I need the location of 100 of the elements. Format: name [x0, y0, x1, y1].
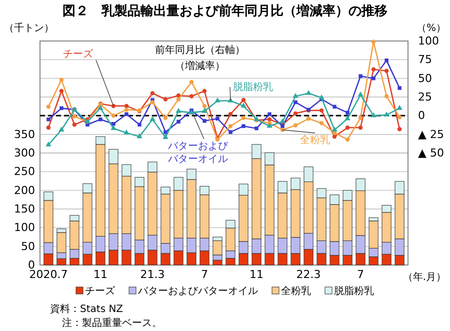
point: [396, 104, 402, 110]
point: [240, 102, 246, 108]
point: [46, 126, 51, 130]
point: [163, 97, 168, 102]
text: 注：製品重量ベース。: [62, 317, 162, 329]
y-tick-label: 350: [14, 128, 35, 141]
y-tick-label: 250: [14, 165, 35, 178]
point: [266, 122, 272, 128]
y-tick-label: 150: [14, 202, 35, 216]
y2-tick-label: ▲ 25: [418, 128, 444, 141]
point: [318, 94, 324, 100]
point: [384, 68, 389, 73]
x-tick-label: 7: [357, 268, 364, 281]
point: [216, 116, 220, 121]
point: [332, 104, 336, 109]
point: [280, 118, 286, 124]
point: [112, 122, 116, 126]
point: [397, 115, 402, 120]
point: [371, 40, 376, 44]
point: [150, 91, 155, 96]
point: [345, 126, 350, 130]
point: [46, 118, 50, 122]
point: [189, 94, 194, 98]
point: [345, 137, 350, 142]
point: [319, 108, 324, 113]
point: [319, 121, 324, 126]
point: [384, 112, 390, 117]
point: [59, 88, 64, 94]
legend-label: チーズ: [85, 285, 116, 297]
point: [241, 116, 246, 120]
point: [228, 112, 233, 116]
point: [98, 118, 102, 122]
point: [358, 126, 363, 130]
point: [202, 88, 207, 94]
point: [306, 116, 311, 121]
point: [293, 111, 298, 116]
point: [242, 124, 246, 128]
point: [228, 130, 232, 134]
y2-axis-title: （%）: [416, 23, 446, 34]
point: [164, 130, 168, 134]
y2-tick-label: ▲ 50: [418, 146, 444, 160]
point: [176, 120, 180, 124]
annotation: （増減率）: [175, 60, 225, 72]
y2-tick-label: 100: [418, 34, 439, 48]
point: [110, 125, 116, 130]
legend-label: 脱脂粉乳: [334, 285, 374, 297]
point: [214, 97, 220, 102]
point: [98, 104, 104, 110]
y2-tick-label: 50: [418, 72, 432, 85]
y-axis-title: （千トン）: [4, 22, 54, 34]
point: [58, 126, 64, 132]
point: [111, 114, 116, 118]
y-tick-label: 200: [14, 184, 35, 197]
point: [138, 122, 142, 126]
point: [292, 92, 298, 98]
x-tick-label: 11: [250, 268, 264, 281]
y-tick-label: 300: [14, 146, 35, 160]
point: [254, 126, 258, 130]
point: [136, 133, 142, 138]
y2-tick-label: 75: [418, 53, 432, 66]
annotation: 前年同月比（右軸）: [155, 44, 245, 56]
text: チーズ: [63, 48, 94, 60]
point: [189, 80, 194, 84]
point: [202, 119, 206, 123]
point: [332, 126, 338, 132]
point: [294, 100, 298, 104]
point: [344, 115, 350, 120]
y-tick-label: 100: [14, 221, 35, 234]
point: [72, 114, 77, 119]
point: [228, 124, 233, 128]
point: [59, 78, 64, 82]
point: [150, 116, 156, 122]
point: [358, 74, 362, 78]
point: [176, 108, 182, 113]
legend-label: バターおよびバターオイル: [137, 286, 258, 297]
x-tick-label: 22.3: [296, 268, 321, 281]
point: [150, 100, 155, 104]
point: [124, 108, 129, 112]
point: [398, 86, 402, 90]
point: [397, 127, 402, 132]
y2-tick-label: 25: [418, 90, 432, 104]
point: [358, 91, 364, 96]
x-tick-label: 11: [93, 268, 108, 281]
series-label: バターおよびバターオイル: [167, 141, 229, 165]
point: [60, 106, 64, 110]
point: [358, 116, 363, 120]
point: [371, 67, 376, 72]
point: [372, 76, 376, 80]
point: [293, 123, 298, 128]
point: [202, 108, 208, 113]
x-axis-title: （年.月）: [402, 271, 446, 283]
point: [163, 116, 168, 120]
point: [268, 112, 272, 116]
point: [124, 112, 128, 116]
point: [241, 98, 246, 102]
y-tick-label: 50: [21, 240, 35, 253]
point: [370, 112, 376, 118]
x-tick-label: 2020.7: [29, 268, 68, 281]
point: [46, 104, 51, 109]
point: [346, 110, 350, 115]
